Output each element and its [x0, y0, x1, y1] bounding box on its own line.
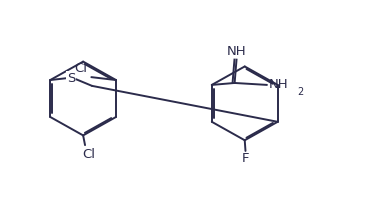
- Text: NH: NH: [269, 78, 288, 91]
- Text: F: F: [242, 152, 249, 165]
- Text: NH: NH: [227, 45, 246, 58]
- Text: Cl: Cl: [82, 148, 95, 161]
- Text: Cl: Cl: [75, 62, 88, 75]
- Text: S: S: [67, 72, 75, 85]
- Text: 2: 2: [297, 87, 303, 97]
